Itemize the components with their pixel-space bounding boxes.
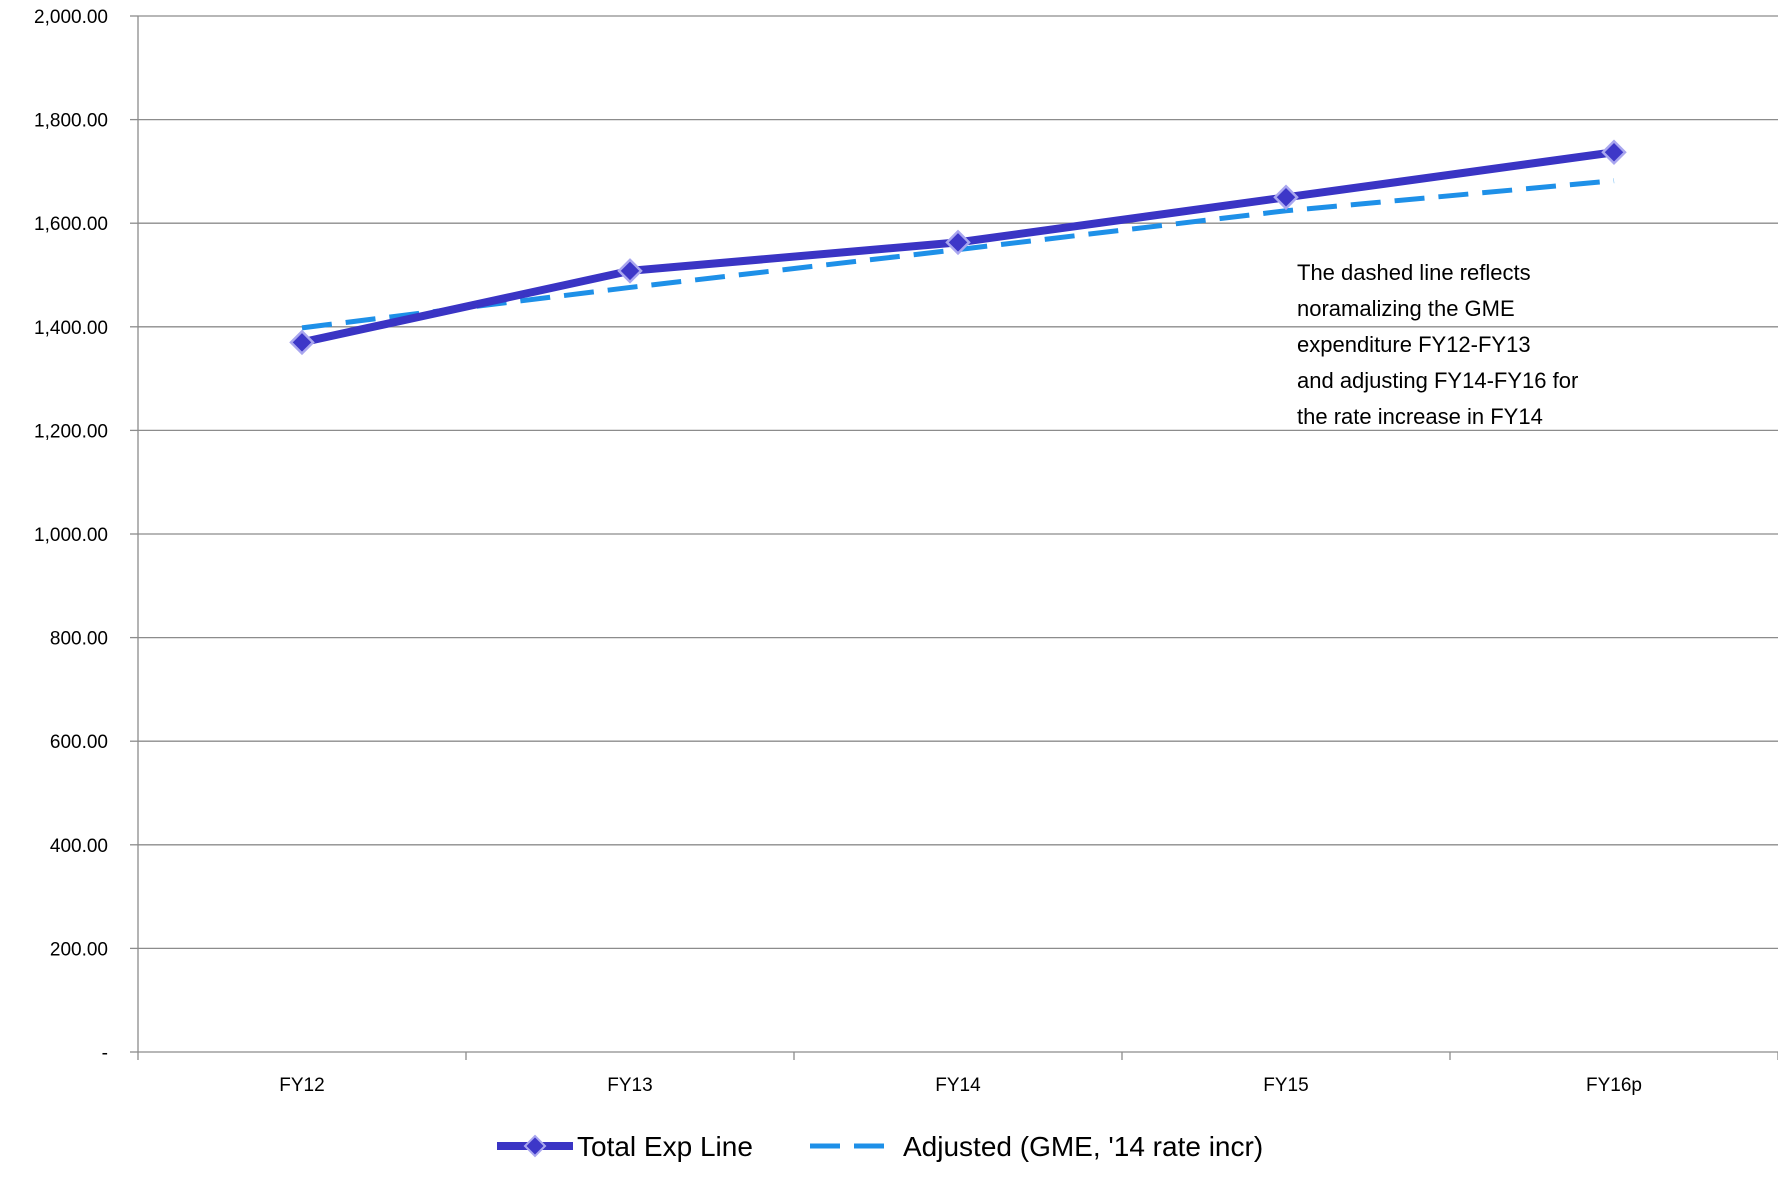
y-tick-label: 600.00 — [50, 732, 108, 753]
y-tick-label: 1,200.00 — [34, 421, 108, 442]
y-tick-labels: - 200.00 400.00 600.00 800.00 1,000.00 1,200.0… — [34, 7, 108, 1064]
x-tick-labels: FY12 FY13 FY14 FY15 FY16p — [279, 1075, 1642, 1096]
annotation-line: the rate increase in FY14 — [1297, 404, 1543, 429]
y-tick-label: 1,800.00 — [34, 111, 108, 132]
data-point-marker — [1603, 141, 1625, 163]
legend-marker-diamond — [525, 1136, 545, 1156]
annotation: The dashed line reflects noramalizing the… — [1297, 260, 1578, 429]
axes — [130, 16, 1778, 1060]
y-tick-label: 800.00 — [50, 629, 108, 650]
series — [291, 141, 1625, 353]
y-tick-label: 1,400.00 — [34, 318, 108, 339]
y-tick-label: 400.00 — [50, 836, 108, 857]
y-tick-label: 1,000.00 — [34, 525, 108, 546]
annotation-line: and adjusting FY14-FY16 for — [1297, 368, 1578, 393]
series-total-exp — [291, 141, 1625, 353]
x-tick-label: FY14 — [935, 1075, 981, 1096]
y-tick-label: 1,600.00 — [34, 214, 108, 235]
x-tick-label: FY13 — [607, 1075, 652, 1096]
data-point-marker — [619, 260, 641, 282]
y-tick-label: - — [102, 1043, 108, 1064]
gridlines — [138, 16, 1778, 948]
x-tick-label: FY15 — [1263, 1075, 1308, 1096]
annotation-line: noramalizing the GME — [1297, 296, 1515, 321]
data-point-marker — [291, 331, 313, 353]
legend-label-adjusted: Adjusted (GME, '14 rate incr) — [903, 1131, 1263, 1162]
data-point-marker — [1275, 186, 1297, 208]
legend: Total Exp Line Adjusted (GME, '14 rate in… — [497, 1131, 1263, 1162]
annotation-line: expenditure FY12-FY13 — [1297, 332, 1531, 357]
annotation-line: The dashed line reflects — [1297, 260, 1531, 285]
legend-label-total-exp: Total Exp Line — [577, 1131, 753, 1162]
x-tick-label: FY16p — [1586, 1075, 1642, 1096]
x-tick-label: FY12 — [279, 1075, 324, 1096]
y-tick-label: 200.00 — [50, 939, 108, 960]
y-tick-label: 2,000.00 — [34, 7, 108, 28]
